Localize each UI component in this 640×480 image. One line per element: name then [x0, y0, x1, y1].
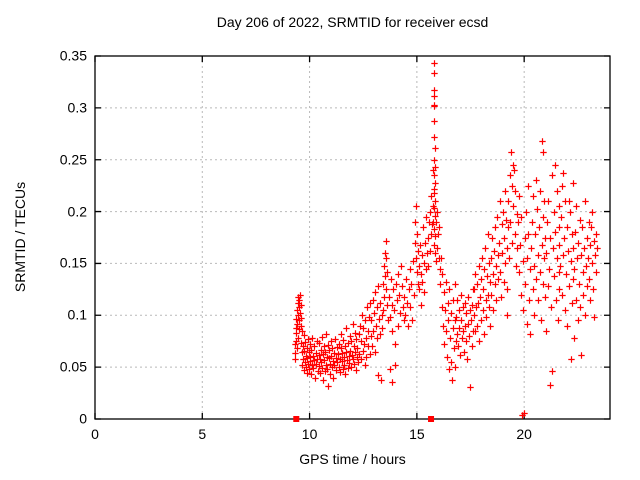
- y-tick-label: 0.25: [59, 151, 87, 168]
- x-tick-label: 15: [409, 426, 425, 442]
- y-tick-label: 0.15: [59, 255, 87, 272]
- y-tick-label: 0: [79, 410, 87, 427]
- axis-marker-square: [293, 416, 300, 422]
- y-tick-label: 0.35: [59, 47, 87, 64]
- y-tick-label: 0.05: [59, 358, 87, 375]
- y-tick-label: 0.1: [67, 306, 87, 323]
- x-axis-title: GPS time / hours: [299, 451, 406, 467]
- plot-border: [94, 55, 611, 420]
- x-tick-label: 10: [301, 426, 318, 442]
- y-tick-label: 0.3: [67, 99, 87, 116]
- axis-marker-square: [428, 416, 435, 422]
- grid-lines: [95, 56, 610, 419]
- x-tick-label: 20: [516, 426, 532, 442]
- y-tick-label: 0.2: [67, 203, 87, 220]
- scatter-series: [292, 60, 601, 419]
- chart-title: Day 206 of 2022, SRMTID for receiver ecs…: [216, 14, 489, 30]
- x-tick-label: 0: [91, 426, 99, 442]
- x-tick-label: 5: [198, 426, 207, 442]
